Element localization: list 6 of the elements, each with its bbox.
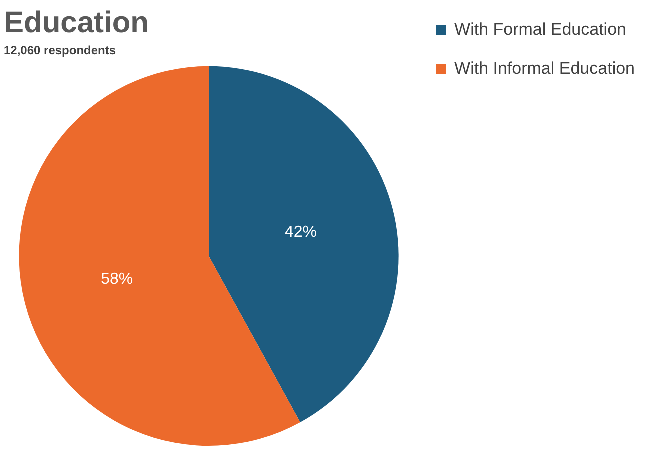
data-label: 58%: [101, 271, 134, 288]
chart-title: Education: [4, 6, 150, 40]
text: 12,060 respondents: [4, 44, 116, 58]
legend-label: With Informal Education: [454, 59, 635, 78]
legend-label: With Formal Education: [454, 20, 626, 40]
data-label: 42%: [284, 224, 317, 242]
